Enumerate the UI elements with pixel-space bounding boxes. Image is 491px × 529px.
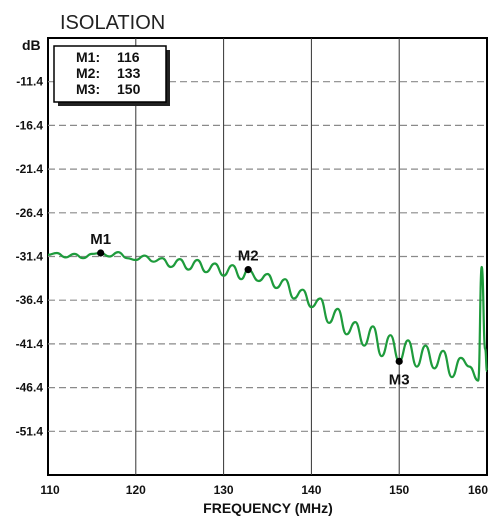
x-axis-ticks: 110 120 130 140 150 160 [40,483,488,497]
y-tick-label: -51.4 [16,424,44,438]
legend-entry-name: M3: [76,81,100,97]
markers: M1 M2 M3 [90,231,409,388]
y-tick-label: -16.4 [16,118,44,132]
x-tick-label: 150 [389,483,409,497]
marker-legend: M1: 116 M2: 133 M3: 150 [53,45,170,106]
chart-title: ISOLATION [60,12,165,34]
marker-label-m2: M2 [238,248,259,265]
x-tick-label: 160 [468,483,488,497]
y-tick-label: -26.4 [16,206,44,220]
marker-label-m3: M3 [389,371,410,388]
y-axis-ticks: -11.4 -16.4 -21.4 -26.4 -31.4 -36.4 -41.4 -46.4… [16,75,44,439]
marker-point-m1 [97,249,105,257]
y-tick-label: -31.4 [16,250,44,264]
marker-point-m2 [244,266,252,274]
legend-entry-name: M1: [76,49,100,65]
y-tick-label: -11.4 [16,75,43,89]
legend-entry-value: 116 [117,49,140,65]
grid-lines [48,38,487,475]
legend-box [53,45,167,103]
x-tick-label: 140 [301,483,321,497]
legend-entry-value: 150 [117,81,141,97]
x-axis-label: FREQUENCY (MHz) [203,500,333,516]
x-tick-label: 130 [214,483,234,497]
marker-point-m3 [395,357,403,365]
y-tick-label: -21.4 [16,162,44,176]
y-tick-label: -36.4 [16,293,44,307]
y-tick-label: -41.4 [16,337,44,351]
x-tick-label: 120 [126,483,146,497]
y-axis-unit: dB [22,37,41,53]
legend-entry-name: M2: [76,65,100,81]
y-tick-label: -46.4 [16,381,44,395]
isolation-series-line [47,251,489,382]
x-tick-label: 110 [40,483,60,497]
legend-entry-value: 133 [117,65,141,81]
marker-label-m1: M1 [90,231,111,248]
